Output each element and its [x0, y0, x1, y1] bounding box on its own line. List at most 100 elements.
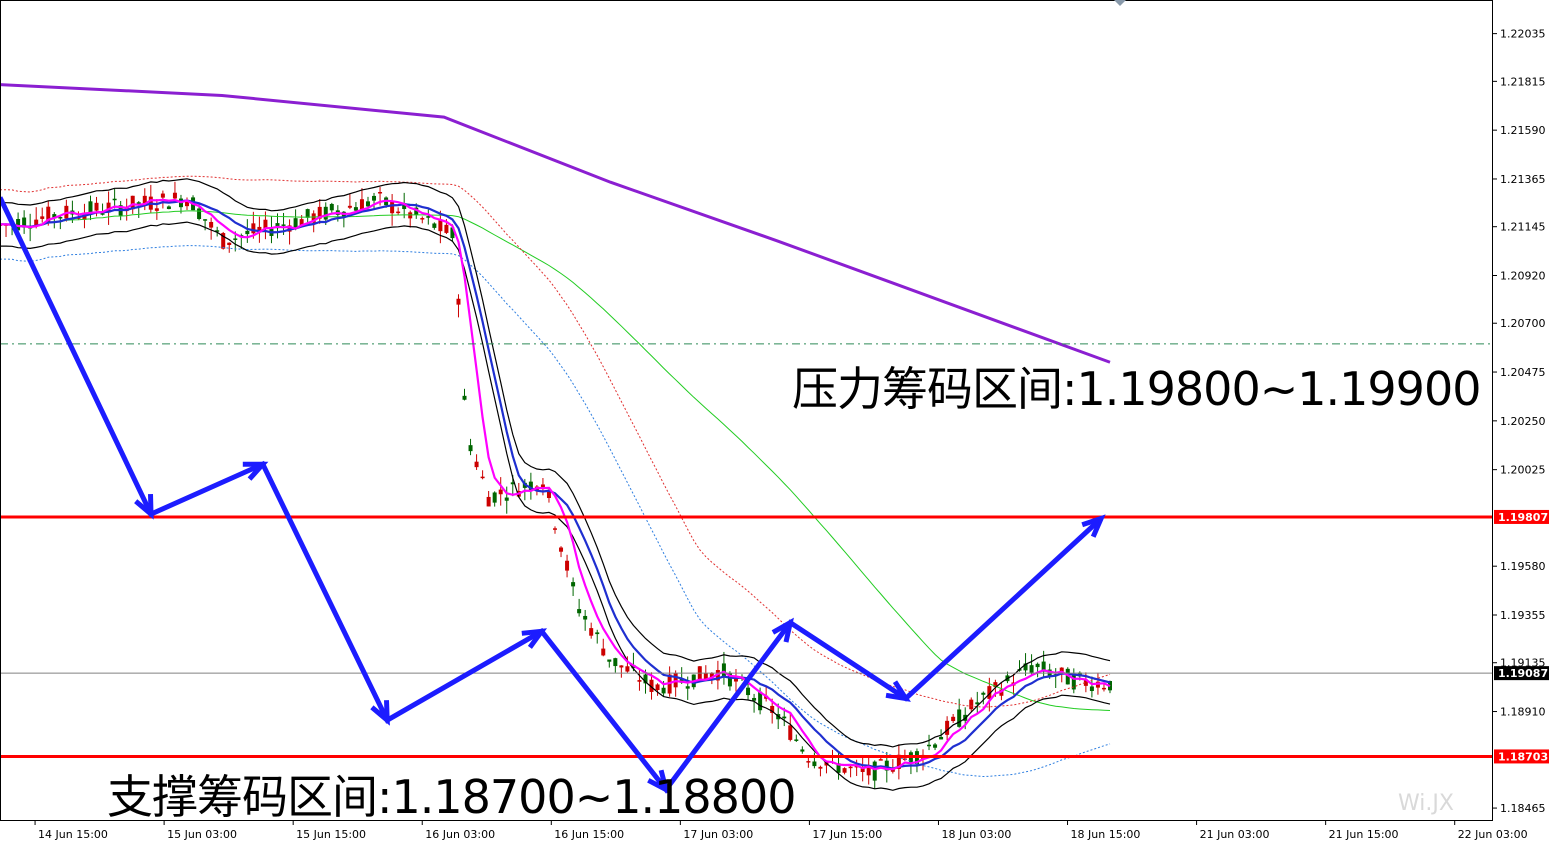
candle-body [365, 201, 370, 207]
candle-body [945, 720, 950, 735]
candle-body [553, 528, 557, 530]
candle-body [160, 193, 165, 198]
candle-body [106, 202, 111, 213]
y-tick-label: 1.20025 [1500, 464, 1546, 477]
x-tick-label: 15 Jun 15:00 [296, 828, 366, 841]
candle-body [58, 217, 63, 219]
candle-body [311, 213, 316, 223]
scroll-marker-icon [1114, 0, 1126, 6]
candle-body [661, 687, 666, 694]
candle-body [299, 219, 304, 226]
candle-body [1083, 679, 1088, 686]
candle-body [215, 230, 220, 232]
candle-body [836, 763, 841, 773]
candle-body [390, 201, 395, 214]
x-tick-label: 16 Jun 03:00 [425, 828, 495, 841]
candle-body [347, 205, 352, 208]
candle-body [1089, 686, 1094, 692]
candle-body [94, 202, 99, 211]
candle-body [969, 699, 974, 710]
candle-body [818, 766, 823, 769]
candle-body [613, 658, 618, 667]
candle-body [637, 680, 642, 682]
plot-frame [0, 0, 1493, 821]
arrowhead-icon [647, 769, 670, 795]
candle-body [939, 736, 944, 740]
candle-body [474, 461, 479, 468]
candle-body [679, 678, 684, 683]
x-tick-label: 16 Jun 15:00 [554, 828, 624, 841]
candle-body [468, 445, 473, 452]
candle-body [703, 673, 708, 680]
candle-body [197, 208, 202, 220]
candle-body [583, 615, 588, 620]
candle-body [329, 203, 334, 211]
candle-body [456, 298, 461, 305]
watermark-logo: Wi.JX [1398, 791, 1454, 816]
candle-body [1071, 674, 1076, 690]
candle-body [40, 216, 45, 219]
candle-body [492, 492, 497, 503]
candle-body [317, 206, 322, 219]
y-tick-label: 1.18465 [1500, 802, 1546, 815]
price-tag-label: 1.18703 [1498, 750, 1548, 763]
candle-body [46, 206, 51, 223]
arrowhead-icon [370, 700, 390, 726]
candle-body [957, 709, 962, 727]
candle-body [884, 760, 889, 771]
red-dotted-band-line [0, 175, 1111, 708]
price-tag [1494, 666, 1549, 681]
price-tag-label: 1.19807 [1498, 511, 1548, 524]
candle-body [378, 191, 383, 194]
candle-body [233, 238, 238, 240]
candle-body [305, 209, 310, 218]
candle-body [209, 221, 214, 228]
y-tick-label: 1.18910 [1500, 706, 1546, 719]
price-tag [1494, 509, 1549, 524]
support-annotation: 支撑筹码区间:1.18700~1.18800 [107, 770, 796, 824]
candle-body [444, 224, 449, 233]
y-tick-label: 1.21590 [1500, 124, 1546, 137]
x-tick-label: 17 Jun 15:00 [812, 828, 882, 841]
x-tick-label: 17 Jun 03:00 [683, 828, 753, 841]
candle-body [788, 725, 793, 740]
candle-body [263, 219, 268, 229]
candle-body [565, 560, 570, 571]
candle-body [227, 242, 232, 245]
y-tick-label: 1.21365 [1500, 173, 1546, 186]
candle-body [619, 665, 624, 668]
candle-body [142, 195, 147, 204]
candle-body [22, 217, 27, 228]
resistance-annotation: 压力筹码区间:1.19800~1.19900 [792, 362, 1481, 416]
candle-body [414, 207, 419, 215]
candle-body [1041, 661, 1046, 672]
candle-body [951, 716, 956, 722]
y-tick-label: 1.20920 [1500, 270, 1546, 283]
candle-body [860, 768, 865, 772]
candle-body [504, 497, 509, 501]
candle-body [999, 689, 1004, 696]
candle-body [806, 761, 811, 763]
x-tick-label: 15 Jun 03:00 [167, 828, 237, 841]
candle-body [1101, 687, 1106, 690]
y-tick-label: 1.20250 [1500, 415, 1546, 428]
candle-body [752, 697, 757, 701]
y-tick-label: 1.21815 [1500, 75, 1546, 88]
candle-body [245, 230, 250, 235]
candle-body [709, 673, 714, 678]
upper-band-line [0, 178, 1111, 748]
y-tick-label: 1.19580 [1500, 560, 1546, 573]
candle-body [981, 692, 986, 695]
arrowhead-icon [242, 461, 269, 481]
arrowhead-icon [521, 628, 548, 649]
arrowhead-icon [771, 617, 794, 643]
x-tick-label: 21 Jun 15:00 [1329, 828, 1399, 841]
candle-body [643, 674, 648, 684]
candle-body [540, 484, 545, 489]
candle-body [1059, 667, 1064, 672]
candle-body [528, 481, 533, 491]
arrowhead-icon [1081, 514, 1106, 538]
x-tick-label: 14 Jun 15:00 [38, 828, 108, 841]
